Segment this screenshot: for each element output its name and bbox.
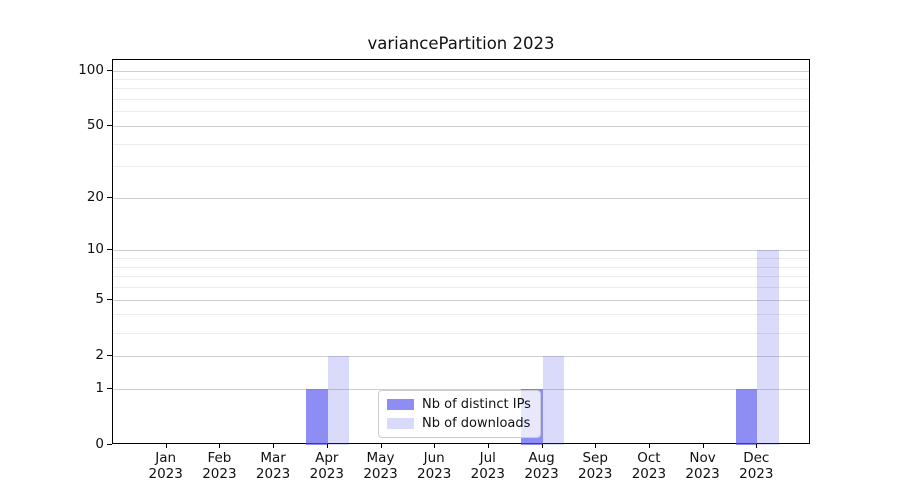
x-tick-label: Dec 2023 bbox=[739, 450, 774, 482]
plot-area: Nb of distinct IPs Nb of downloads bbox=[112, 59, 810, 445]
bar-distinct-ips bbox=[306, 388, 328, 445]
gridline-minor bbox=[113, 99, 809, 101]
legend-swatch bbox=[387, 399, 414, 410]
gridline-minor bbox=[113, 143, 809, 145]
x-tick-mark bbox=[595, 444, 597, 448]
x-tick-label: Apr 2023 bbox=[309, 450, 344, 482]
gridline-major bbox=[113, 355, 809, 357]
x-tick-mark bbox=[756, 444, 758, 448]
gridline-major bbox=[113, 299, 809, 301]
y-tick-label: 0 bbox=[95, 436, 104, 452]
x-tick-mark bbox=[702, 444, 704, 448]
y-tick-label: 2 bbox=[95, 346, 104, 363]
y-tick-label: 20 bbox=[86, 189, 104, 205]
x-tick-label: Oct 2023 bbox=[631, 450, 667, 482]
x-tick-mark bbox=[273, 444, 275, 448]
y-tick-mark bbox=[107, 298, 112, 300]
x-tick-mark bbox=[219, 444, 221, 448]
gridline-minor bbox=[113, 88, 809, 90]
gridline-major bbox=[113, 198, 809, 199]
gridline-minor bbox=[113, 79, 809, 80]
legend-swatch bbox=[387, 418, 414, 429]
x-tick-mark bbox=[487, 444, 489, 448]
y-tick-mark bbox=[107, 249, 112, 251]
gridline-minor bbox=[113, 266, 809, 268]
gridline-minor bbox=[113, 111, 809, 113]
x-tick-mark bbox=[380, 444, 382, 448]
x-tick-label: May 2023 bbox=[363, 450, 398, 482]
gridline-minor bbox=[113, 314, 809, 316]
y-tick-label: 50 bbox=[86, 117, 104, 133]
bar-downloads bbox=[757, 250, 779, 445]
bar-downloads bbox=[327, 355, 350, 445]
y-tick-mark bbox=[107, 197, 112, 198]
x-tick-label: Jun 2023 bbox=[417, 450, 452, 482]
x-tick-mark bbox=[541, 444, 543, 448]
x-tick-mark bbox=[434, 444, 436, 448]
x-tick-label: Nov 2023 bbox=[685, 450, 720, 482]
x-tick-mark bbox=[648, 444, 650, 448]
x-tick-mark bbox=[326, 444, 328, 448]
x-tick-label: Jan 2023 bbox=[148, 450, 183, 482]
x-tick-label: Aug 2023 bbox=[524, 450, 559, 482]
gridline-major bbox=[113, 70, 809, 72]
y-tick-mark bbox=[107, 354, 112, 356]
bar-distinct-ips bbox=[735, 388, 758, 445]
y-tick-mark bbox=[107, 387, 112, 389]
legend-row: Nb of downloads bbox=[387, 416, 531, 431]
gridline-major bbox=[113, 388, 809, 390]
chart-title: variancePartition 2023 bbox=[367, 34, 555, 53]
bar-downloads bbox=[542, 355, 564, 445]
gridline-minor bbox=[113, 276, 809, 278]
gridline-major bbox=[113, 126, 809, 127]
x-tick-label: Sep 2023 bbox=[578, 450, 613, 482]
y-tick-label: 100 bbox=[78, 61, 104, 78]
legend-label: Nb of downloads bbox=[422, 416, 531, 431]
x-tick-label: Feb 2023 bbox=[202, 450, 237, 482]
gridline-minor bbox=[113, 287, 809, 289]
gridline-minor bbox=[113, 332, 809, 334]
legend-row: Nb of distinct IPs bbox=[387, 397, 531, 412]
y-tick-mark bbox=[107, 444, 112, 445]
x-tick-label: Jul 2023 bbox=[470, 450, 505, 482]
y-tick-label: 5 bbox=[95, 290, 104, 307]
legend-label: Nb of distinct IPs bbox=[422, 397, 531, 412]
legend: Nb of distinct IPs Nb of downloads bbox=[378, 390, 541, 438]
gridline-minor bbox=[113, 258, 809, 260]
gridline-minor bbox=[113, 166, 809, 168]
y-tick-mark bbox=[107, 69, 112, 71]
y-tick-label: 1 bbox=[95, 379, 104, 396]
y-tick-label: 10 bbox=[86, 241, 104, 258]
x-tick-label: Mar 2023 bbox=[255, 450, 291, 482]
x-tick-mark bbox=[165, 444, 167, 448]
gridline-major bbox=[113, 250, 809, 252]
y-tick-mark bbox=[107, 125, 112, 126]
